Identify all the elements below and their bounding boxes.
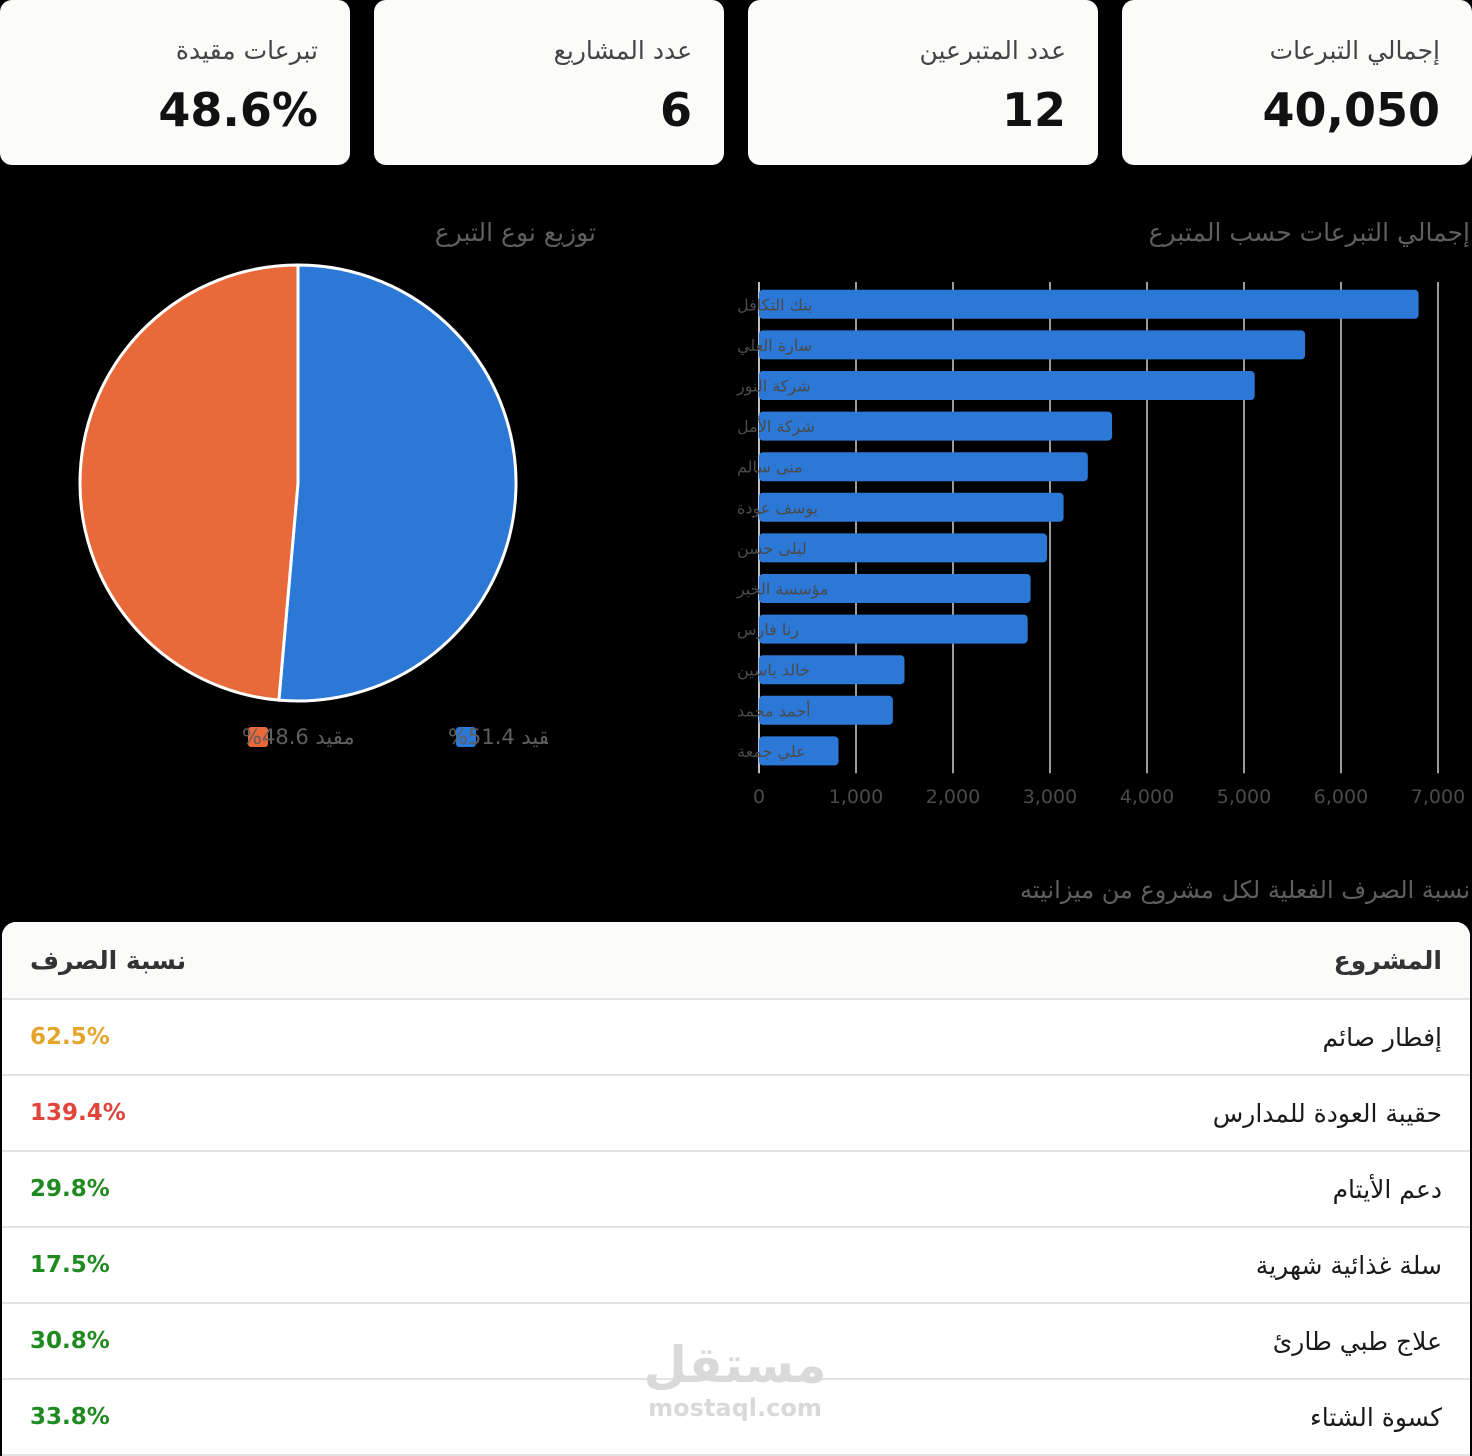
table-row: سلة غذائية شهرية 17.5%	[2, 1228, 1470, 1304]
project-name: كسوة الشتاء	[1310, 1402, 1442, 1432]
pie-chart: غير مقيد 51.4% مقيد 48.6%	[78, 263, 548, 749]
bar	[759, 452, 1088, 482]
y-category-label: سارة العلي	[737, 336, 812, 356]
y-category-label: ليلى حسن	[737, 539, 807, 559]
table-row: كسوة الشتاء 33.8%	[2, 1380, 1470, 1456]
legend-swatch	[248, 727, 268, 747]
x-tick-label: 3,000	[1023, 786, 1077, 808]
y-category-label: يوسف عودة	[737, 498, 818, 518]
kpi-value: 40,050	[1262, 83, 1440, 137]
y-category-label: شركة النور	[736, 377, 811, 397]
kpi-label: إجمالي التبرعات	[1269, 36, 1440, 65]
y-category-label: رنا فارس	[737, 620, 799, 640]
spend-rate: 139.4%	[30, 1100, 126, 1126]
x-tick-label: 5,000	[1217, 786, 1271, 808]
spend-rate: 17.5%	[30, 1252, 110, 1278]
bar	[759, 330, 1306, 360]
x-tick-label: 7,000	[1411, 786, 1465, 808]
project-name: علاج طبي طارئ	[1272, 1326, 1442, 1356]
table-row: دعم الأيتام 29.8%	[2, 1152, 1470, 1228]
pie-slice	[277, 263, 518, 703]
header-rate: نسبة الصرف	[30, 945, 187, 975]
table-row: إفطار صائم 62.5%	[2, 1000, 1470, 1076]
y-category-label: مؤسسة الخير	[736, 580, 828, 600]
table-title: نسبة الصرف الفعلية لكل مشروع من ميزانيته	[1020, 876, 1470, 904]
y-category-label: منى سالم	[737, 458, 803, 477]
spend-rate: 29.8%	[30, 1176, 110, 1202]
table-body: إفطار صائم 62.5% حقيبة العودة للمدارس 139.4…	[2, 1000, 1470, 1456]
bar	[759, 371, 1255, 400]
bar-chart-title: إجمالي التبرعات حسب المتبرع	[1148, 218, 1470, 247]
legend-label: مقيد 48.6%	[242, 725, 355, 749]
y-category-label: شركة الأمل	[737, 416, 815, 437]
bar	[759, 614, 1028, 644]
bar	[759, 411, 1113, 441]
y-category-label: أحمد محمد	[737, 700, 811, 720]
kpi-card-restricted-share: تبرعات مقيدة 48.6%	[0, 0, 350, 165]
kpi-value: 6	[659, 83, 692, 137]
spend-rate: 62.5%	[30, 1024, 110, 1050]
kpi-card-project-count: عدد المشاريع 6	[374, 0, 724, 165]
x-tick-label: 4,000	[1120, 786, 1174, 808]
kpi-label: عدد المتبرعين	[919, 36, 1066, 65]
bar	[759, 736, 839, 766]
y-category-label: خالد ياسين	[737, 661, 810, 681]
bar	[759, 289, 1419, 319]
legend-label: غير مقيد 51.4%	[448, 725, 548, 749]
spend-rate: 33.8%	[30, 1404, 110, 1430]
kpi-value: 48.6%	[158, 83, 318, 137]
x-tick-label: 0	[753, 786, 765, 808]
x-tick-label: 2,000	[926, 786, 980, 808]
kpi-label: تبرعات مقيدة	[175, 36, 318, 65]
legend-swatch	[456, 727, 476, 747]
bar	[759, 533, 1048, 563]
x-tick-label: 1,000	[829, 786, 883, 808]
y-category-label: بنك التكافل	[737, 295, 812, 314]
bar	[759, 492, 1064, 522]
kpi-value: 12	[1001, 83, 1066, 137]
y-category-label: علي جمعة	[737, 742, 806, 762]
x-tick-label: 6,000	[1314, 786, 1368, 808]
spending-table: المشروع نسبة الصرف إفطار صائم 62.5% حقيبة …	[2, 922, 1470, 1456]
bar	[759, 695, 893, 725]
project-name: حقيبة العودة للمدارس	[1212, 1098, 1442, 1128]
kpi-card-total-donations: إجمالي التبرعات 40,050	[1122, 0, 1472, 165]
table-row: حقيبة العودة للمدارس 139.4%	[2, 1076, 1470, 1152]
table-header: المشروع نسبة الصرف	[2, 922, 1470, 1000]
bar	[759, 655, 905, 685]
bar	[759, 574, 1031, 603]
project-name: سلة غذائية شهرية	[1255, 1250, 1442, 1280]
pie-slice	[78, 263, 300, 702]
kpi-card-donor-count: عدد المتبرعين 12	[748, 0, 1098, 165]
project-name: إفطار صائم	[1322, 1022, 1442, 1052]
table-row: علاج طبي طارئ 30.8%	[2, 1304, 1470, 1380]
pie-chart-title: توزيع نوع التبرع	[434, 218, 596, 247]
bar-chart: 0 1,000 2,000 3,000 4,000 5,000 6,000 7,000 بنك …	[736, 282, 1465, 808]
project-name: دعم الأيتام	[1332, 1174, 1442, 1204]
spend-rate: 30.8%	[30, 1328, 110, 1354]
header-project: المشروع	[1333, 945, 1442, 975]
kpi-label: عدد المشاريع	[553, 36, 692, 65]
